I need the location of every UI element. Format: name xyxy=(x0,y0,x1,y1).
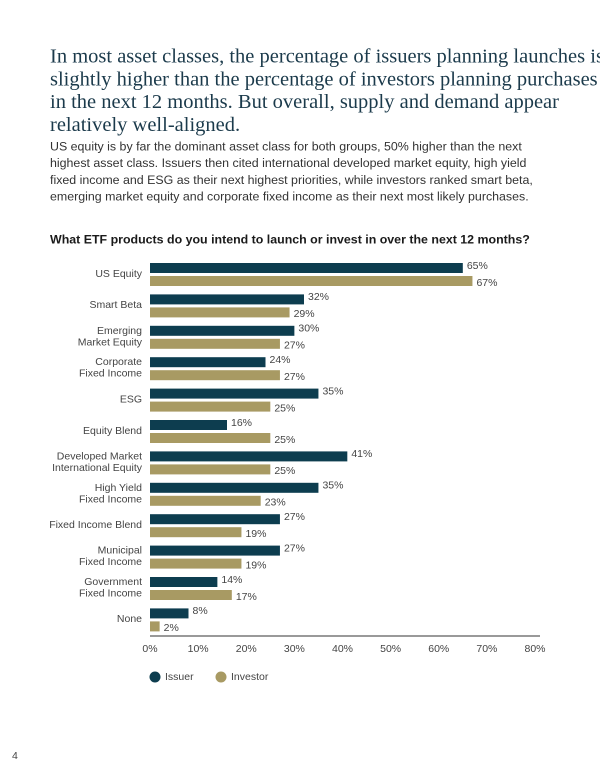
legend-swatch xyxy=(149,671,161,683)
value-label: 27% xyxy=(284,542,305,554)
value-label: 24% xyxy=(270,354,291,366)
x-tick-label: 80% xyxy=(524,643,545,655)
category-label: Fixed Income Blend xyxy=(49,519,142,531)
x-tick-label: 50% xyxy=(380,643,401,655)
body-line: emerging market equity and corporate fix… xyxy=(50,190,529,204)
bar xyxy=(150,527,242,538)
value-label: 67% xyxy=(476,277,497,289)
value-label: 25% xyxy=(274,465,295,477)
heading-line: relatively well-aligned. xyxy=(50,114,240,136)
value-label: 32% xyxy=(308,291,329,303)
bar xyxy=(150,276,473,286)
value-label: 2% xyxy=(164,622,179,634)
body-line: fixed income and ESG as their next highe… xyxy=(50,173,533,187)
bar xyxy=(150,482,319,493)
value-label: 16% xyxy=(231,417,252,429)
bar xyxy=(150,590,232,600)
bar xyxy=(150,451,348,462)
category-label: Fixed Income xyxy=(79,368,142,380)
category-label: Government xyxy=(84,576,142,588)
value-label: 30% xyxy=(298,323,319,335)
x-tick-label: 60% xyxy=(428,643,449,655)
bar xyxy=(150,577,218,587)
value-label: 27% xyxy=(284,511,305,523)
heading-line: in the next 12 months. But overall, supp… xyxy=(50,91,559,113)
value-label: 29% xyxy=(294,308,315,320)
value-label: 27% xyxy=(284,340,305,352)
x-tick-label: 40% xyxy=(332,643,353,655)
body-line: highest asset class. Issuers then cited … xyxy=(50,156,527,170)
category-label: Municipal xyxy=(98,545,142,557)
category-label: Corporate xyxy=(95,356,142,368)
value-label: 14% xyxy=(221,574,242,586)
category-label: Equity Blend xyxy=(83,425,142,437)
bar xyxy=(150,433,271,443)
bar xyxy=(150,608,189,619)
chart-title: What ETF products do you intend to launc… xyxy=(50,232,530,246)
category-label: None xyxy=(117,613,142,625)
category-label: High Yield xyxy=(95,482,142,494)
value-label: 35% xyxy=(322,480,343,492)
x-tick-label: 10% xyxy=(188,643,209,655)
bar xyxy=(150,263,463,273)
value-label: 65% xyxy=(467,260,488,272)
bar xyxy=(150,357,266,368)
value-label: 19% xyxy=(245,528,266,540)
x-tick-label: 30% xyxy=(284,643,305,655)
bar xyxy=(150,514,280,525)
category-label: Emerging xyxy=(97,325,142,337)
category-label: International Equity xyxy=(52,462,143,474)
bar xyxy=(150,558,242,569)
category-label: Market Equity xyxy=(78,336,143,348)
bar xyxy=(150,325,295,336)
value-label: 23% xyxy=(265,497,286,509)
page-number: 4 xyxy=(12,750,18,762)
bar xyxy=(150,307,290,318)
value-label: 41% xyxy=(351,448,372,460)
legend-label: Investor xyxy=(231,671,269,683)
category-label: Fixed Income xyxy=(79,493,142,505)
category-label: US Equity xyxy=(95,268,142,280)
category-label: Fixed Income xyxy=(79,556,142,568)
x-tick-label: 0% xyxy=(142,643,157,655)
bar xyxy=(150,370,280,381)
bar xyxy=(150,495,261,506)
bar xyxy=(150,294,304,305)
bar xyxy=(150,388,319,399)
body-line: US equity is by far the dominant asset c… xyxy=(50,139,522,153)
value-label: 25% xyxy=(274,402,295,414)
category-label: Developed Market xyxy=(57,450,142,462)
bar xyxy=(150,338,280,349)
value-label: 19% xyxy=(245,559,266,571)
value-label: 25% xyxy=(274,434,295,446)
bar xyxy=(150,464,271,475)
value-label: 35% xyxy=(322,385,343,397)
heading-line: slightly higher than the percentage of i… xyxy=(50,68,598,90)
value-label: 8% xyxy=(193,605,208,617)
value-label: 17% xyxy=(236,591,257,603)
x-tick-label: 20% xyxy=(236,643,257,655)
category-label: Fixed Income xyxy=(79,588,142,600)
bar xyxy=(150,621,160,632)
value-label: 27% xyxy=(284,371,305,383)
legend-swatch xyxy=(215,671,227,683)
bar xyxy=(150,545,280,556)
category-label: ESG xyxy=(120,393,142,405)
heading-line: In most asset classes, the percentage of… xyxy=(50,46,600,68)
legend-label: Issuer xyxy=(165,671,194,683)
category-label: Smart Beta xyxy=(89,299,142,311)
bar xyxy=(150,420,227,430)
x-tick-label: 70% xyxy=(476,643,497,655)
bar xyxy=(150,401,271,412)
